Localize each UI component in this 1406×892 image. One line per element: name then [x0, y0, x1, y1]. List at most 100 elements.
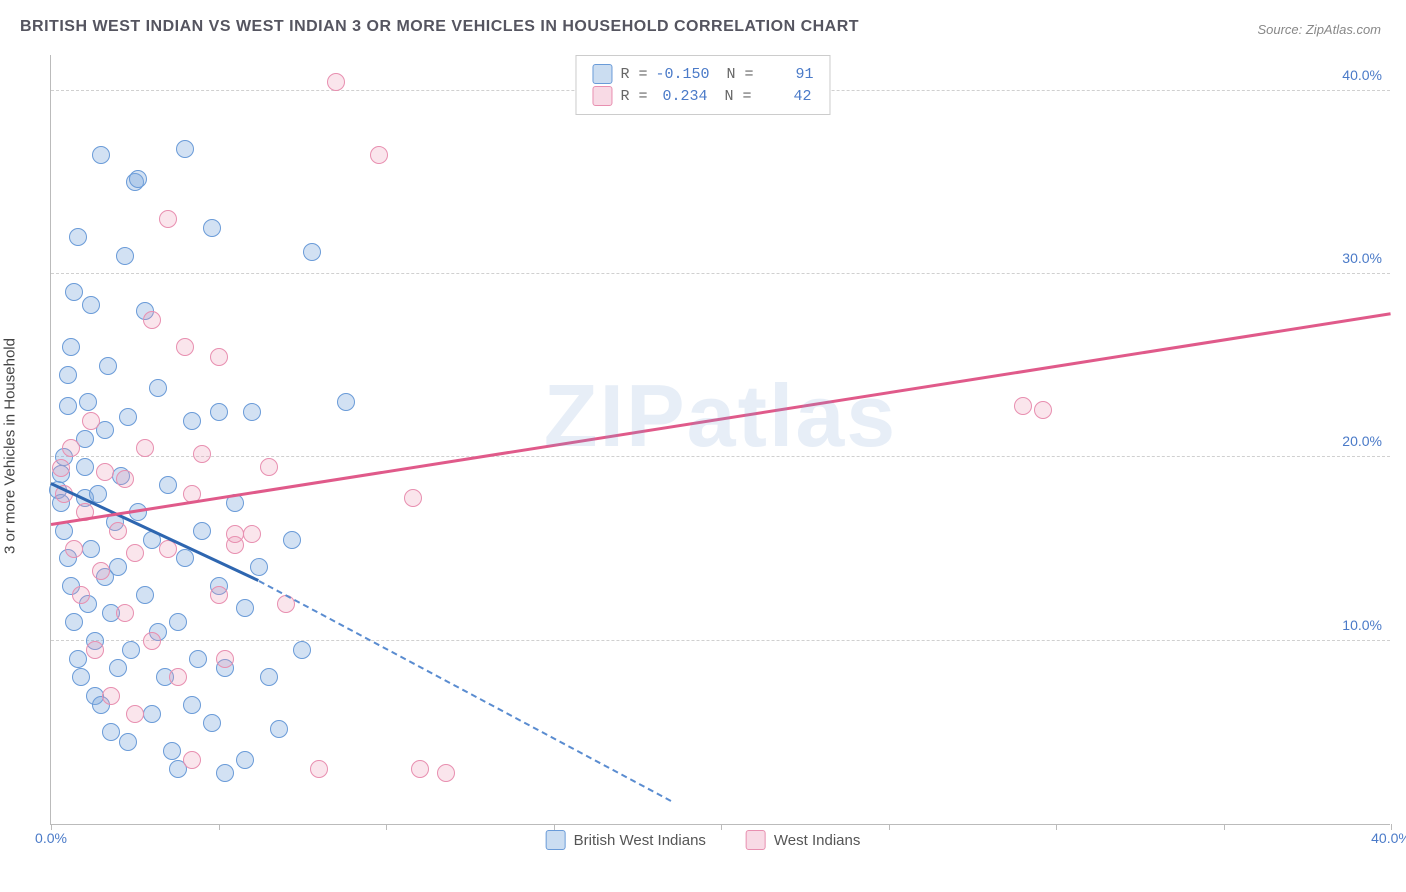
- x-tick-label: 40.0%: [1371, 830, 1406, 846]
- point-pink: [310, 760, 328, 778]
- point-blue: [193, 522, 211, 540]
- legend-row-pink: R = 0.234 N = 42: [592, 86, 813, 106]
- point-blue: [109, 659, 127, 677]
- point-pink: [176, 338, 194, 356]
- y-tick-label: 20.0%: [1342, 433, 1382, 449]
- point-blue: [260, 668, 278, 686]
- x-tick-mark: [386, 824, 387, 830]
- point-blue: [59, 397, 77, 415]
- point-blue: [159, 476, 177, 494]
- point-pink: [72, 586, 90, 604]
- point-blue: [183, 696, 201, 714]
- gridline: [51, 640, 1390, 641]
- x-tick-label: 0.0%: [35, 830, 67, 846]
- swatch-blue: [546, 830, 566, 850]
- point-blue: [119, 408, 137, 426]
- r-label: R =: [620, 66, 647, 83]
- point-pink: [1034, 401, 1052, 419]
- point-blue: [92, 146, 110, 164]
- point-blue: [69, 650, 87, 668]
- point-blue: [169, 613, 187, 631]
- point-blue: [129, 170, 147, 188]
- gridline: [51, 456, 1390, 457]
- point-pink: [437, 764, 455, 782]
- point-blue: [119, 733, 137, 751]
- point-pink: [169, 668, 187, 686]
- gridline: [51, 273, 1390, 274]
- point-pink: [102, 687, 120, 705]
- point-pink: [86, 641, 104, 659]
- legend-row-blue: R = -0.150 N = 91: [592, 64, 813, 84]
- swatch-pink: [592, 86, 612, 106]
- point-pink: [65, 540, 83, 558]
- n-label: N =: [715, 88, 751, 105]
- y-tick-label: 40.0%: [1342, 67, 1382, 83]
- r-value-blue: -0.150: [655, 66, 709, 83]
- point-blue: [99, 357, 117, 375]
- point-blue: [82, 540, 100, 558]
- point-pink: [136, 439, 154, 457]
- point-blue: [210, 403, 228, 421]
- point-blue: [163, 742, 181, 760]
- point-blue: [293, 641, 311, 659]
- point-pink: [116, 470, 134, 488]
- r-value-pink: 0.234: [655, 88, 707, 105]
- point-blue: [116, 247, 134, 265]
- point-blue: [76, 458, 94, 476]
- point-blue: [203, 714, 221, 732]
- point-blue: [65, 613, 83, 631]
- n-value-blue: 91: [762, 66, 814, 83]
- point-blue: [243, 403, 261, 421]
- point-pink: [370, 146, 388, 164]
- point-pink: [210, 586, 228, 604]
- y-tick-label: 30.0%: [1342, 250, 1382, 266]
- point-blue: [62, 338, 80, 356]
- point-pink: [126, 544, 144, 562]
- n-value-pink: 42: [760, 88, 812, 105]
- point-pink: [96, 463, 114, 481]
- point-blue: [183, 412, 201, 430]
- point-pink: [243, 525, 261, 543]
- point-blue: [122, 641, 140, 659]
- point-blue: [136, 586, 154, 604]
- point-pink: [260, 458, 278, 476]
- point-blue: [79, 393, 97, 411]
- point-pink: [1014, 397, 1032, 415]
- point-blue: [72, 668, 90, 686]
- x-tick-mark: [1224, 824, 1225, 830]
- point-pink: [159, 210, 177, 228]
- plot-area: ZIPatlas 10.0%20.0%30.0%40.0%0.0%40.0%: [50, 55, 1390, 825]
- point-blue: [109, 558, 127, 576]
- legend-label-blue: British West Indians: [574, 832, 706, 849]
- point-pink: [143, 311, 161, 329]
- point-blue: [236, 599, 254, 617]
- x-tick-mark: [219, 824, 220, 830]
- point-pink: [193, 445, 211, 463]
- point-pink: [82, 412, 100, 430]
- chart-title: BRITISH WEST INDIAN VS WEST INDIAN 3 OR …: [20, 18, 859, 36]
- point-pink: [52, 459, 70, 477]
- point-blue: [283, 531, 301, 549]
- swatch-blue: [592, 64, 612, 84]
- legend-series: British West Indians West Indians: [546, 830, 861, 850]
- point-blue: [176, 549, 194, 567]
- x-tick-mark: [889, 824, 890, 830]
- point-blue: [102, 723, 120, 741]
- point-pink: [216, 650, 234, 668]
- r-label: R =: [620, 88, 647, 105]
- point-pink: [126, 705, 144, 723]
- point-pink: [404, 489, 422, 507]
- point-pink: [226, 525, 244, 543]
- point-blue: [236, 751, 254, 769]
- point-blue: [270, 720, 288, 738]
- point-pink: [62, 439, 80, 457]
- point-blue: [176, 140, 194, 158]
- point-pink: [183, 751, 201, 769]
- point-blue: [143, 705, 161, 723]
- point-pink: [92, 562, 110, 580]
- point-pink: [116, 604, 134, 622]
- n-label: N =: [718, 66, 754, 83]
- point-blue: [82, 296, 100, 314]
- point-blue: [59, 366, 77, 384]
- swatch-pink: [746, 830, 766, 850]
